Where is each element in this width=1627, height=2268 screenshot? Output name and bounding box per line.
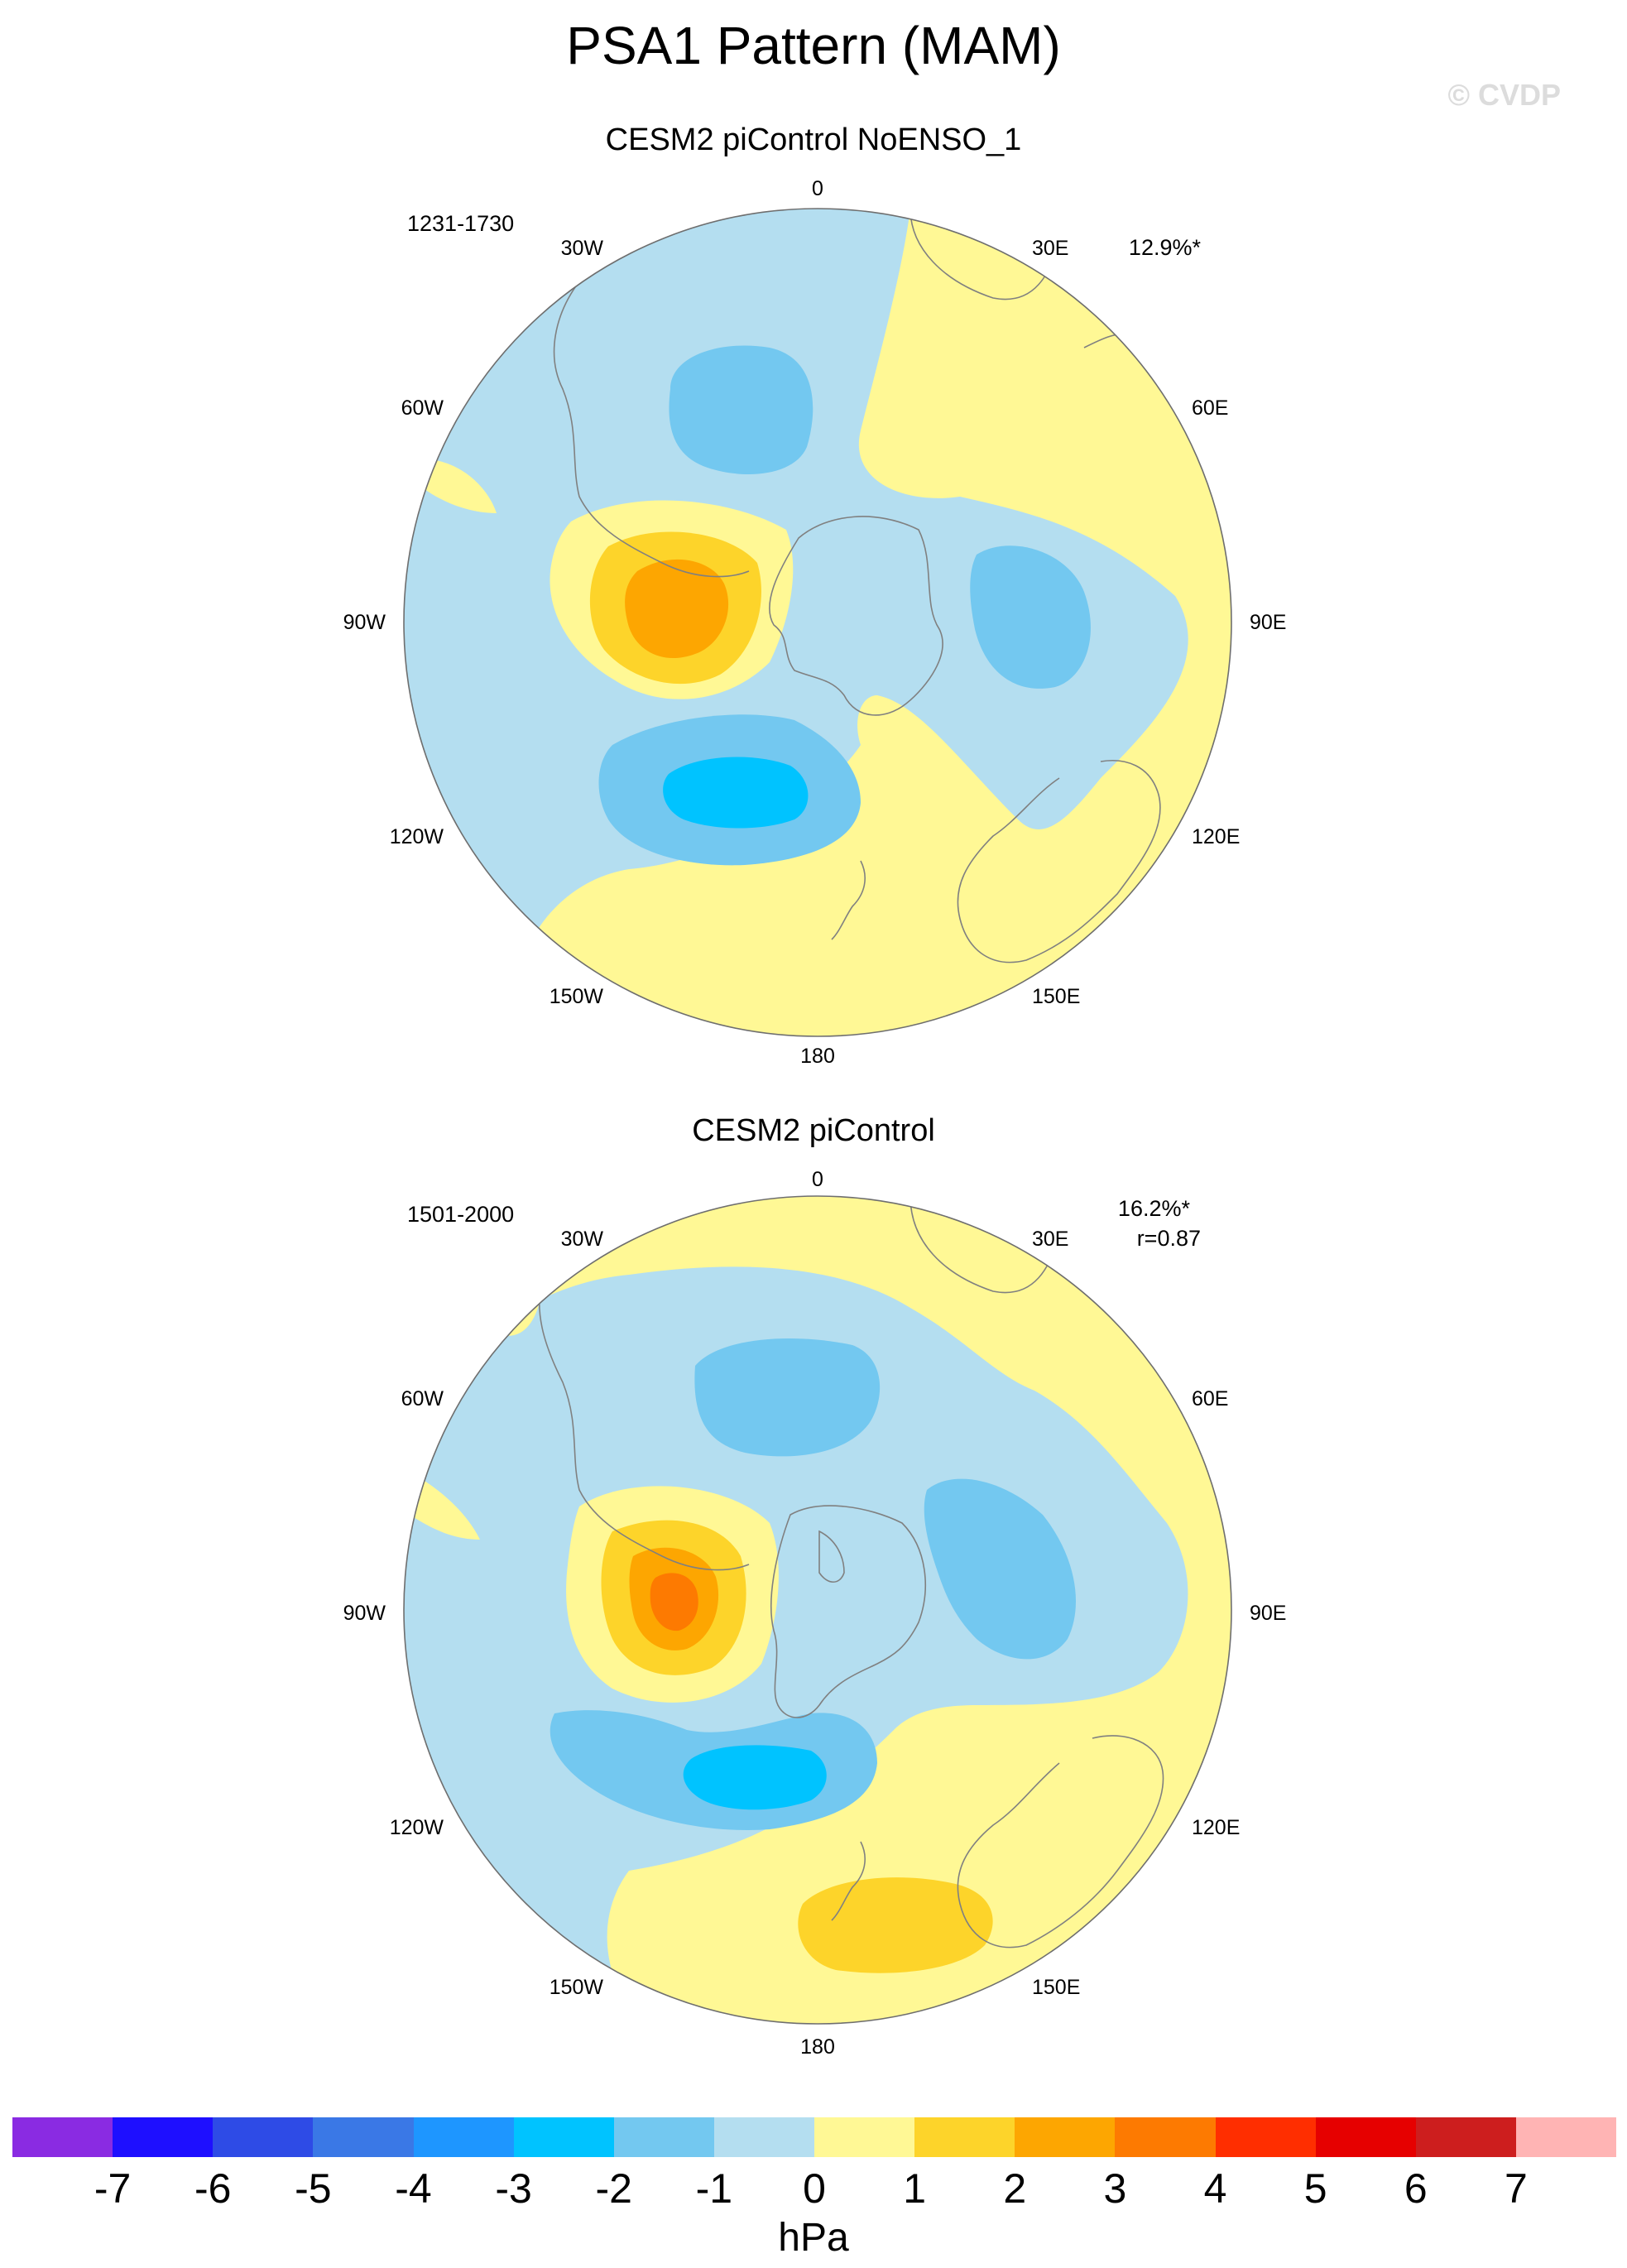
colorbar-swatch [1015,2117,1116,2157]
colorbar-swatch [1315,2117,1416,2157]
panel-2-title: CESM2 piControl [692,1113,935,1148]
colorbar-swatch [914,2117,1015,2157]
coast-antarctica [769,516,943,716]
map-1-border [403,208,1232,1037]
lon-label-150w-p2: 150W [549,1976,603,1999]
watermark: © CVDP [1447,78,1561,112]
lon-label-120e-p2: 120E [1192,1816,1241,1839]
lon-label-180: 180 [800,1045,835,1068]
colorbar-ticks: -7 -6 -5 -4 -3 -2 -1 0 1 2 3 4 5 6 7 [0,2165,1627,2214]
panel-2-pct-var: 16.2%* [1117,1196,1190,1221]
colorbar-swatch [814,2117,915,2157]
coast-ross-ice [818,1530,845,1583]
panel-1-title: CESM2 piControl NoENSO_1 [605,123,1022,157]
figure-title: PSA1 Pattern (MAM) [566,16,1061,75]
colorbar-tick-label: 2 [1003,2165,1027,2212]
lon-label-90w-p2: 90W [343,1602,386,1625]
contour-neg2-east [970,545,1091,689]
lon-label-30w-p2: 30W [560,1228,603,1251]
panel-2-years: 1501-2000 [407,1202,515,1227]
colorbar-tick-label: 7 [1504,2165,1528,2212]
lon-label-120w: 120W [389,825,444,848]
colorbar-swatch [113,2117,214,2157]
colorbar-tick-label: 0 [803,2165,826,2212]
colorbar-swatch [12,2117,113,2157]
contour-neg3-south [663,757,809,829]
colorbar-swatch [313,2117,414,2157]
colorbar-tick-label: -3 [495,2165,532,2212]
lon-label-90w: 90W [343,611,386,634]
colorbar-swatch [613,2117,714,2157]
colorbar-swatch [1515,2117,1616,2157]
coast-south-america-2 [538,1266,750,1571]
colorbar-tick-label: 3 [1103,2165,1127,2212]
colorbar-tick-label: -5 [295,2165,332,2212]
polar-map-1 [403,208,1232,1037]
lon-label-60e: 60E [1192,396,1229,420]
lon-label-150w: 150W [549,985,603,1008]
coast-new-zealand [831,860,866,940]
colorbar-tick-label: 5 [1303,2165,1327,2212]
map-2-border [403,1195,1232,2025]
colorbar-tick-label: -1 [695,2165,733,2212]
contour-pos4-west [650,1573,698,1631]
lon-label-30w: 30W [560,237,603,260]
colorbar-swatch [513,2117,614,2157]
colorbar-tick-label: -6 [194,2165,232,2212]
coast-south-america [553,281,750,578]
lon-label-90e-p2: 90E [1250,1602,1287,1625]
lon-label-120e: 120E [1192,825,1241,848]
lon-label-60w: 60W [401,396,444,420]
colorbar-tick-label: -7 [94,2165,132,2212]
contour-neg2-north [694,1338,881,1457]
lon-label-60e-p2: 60E [1192,1387,1229,1410]
panel-2: CESM2 piControl 1501-2000 16.2%* r=0.87 [343,1113,1287,2059]
lon-label-0: 0 [812,177,823,200]
coast-antarctica-2 [770,1505,926,1718]
contour-neg2-east [924,1478,1076,1660]
panel-1: CESM2 piControl NoENSO_1 1231-1730 12.9%… [0,0,1627,1076]
panel-1-years: 1231-1730 [407,211,515,236]
lon-label-30e: 30E [1032,237,1069,260]
lon-label-180-p2: 180 [800,2035,835,2059]
colorbar-swatch [213,2117,314,2157]
contour-pos-east [497,209,1231,1036]
colorbar-swatch [413,2117,514,2157]
panel-1-pct-var: 12.9%* [1128,235,1201,260]
contour-neg1-main [404,1266,1188,2020]
colorbar-tick-label: -4 [395,2165,432,2212]
colorbar-swatch [1115,2117,1216,2157]
lon-label-90e: 90E [1250,611,1287,634]
lon-label-0-p2: 0 [812,1168,823,1191]
colorbar-tick-label: 4 [1203,2165,1227,2212]
contour-neg3-south [683,1745,827,1810]
lon-label-60w-p2: 60W [401,1387,444,1410]
contour-pos-northwest [414,459,497,513]
lon-label-30e-p2: 30E [1032,1228,1069,1251]
lon-label-120w-p2: 120W [389,1816,444,1839]
panel-2-corr: r=0.87 [1136,1226,1201,1251]
lon-label-150e: 150E [1032,985,1081,1008]
colorbar-units: hPa [778,2216,849,2260]
coast-new-zealand-2 [831,1841,866,1921]
colorbar-swatch [1415,2117,1516,2157]
coast-australia-2 [957,1735,1164,1948]
contour-neg2-north [669,345,814,474]
polar-map-2 [403,1195,1232,2025]
colorbar-swatch [713,2117,814,2157]
contour-pos2-southeast [798,1877,993,1973]
coast-australia [957,760,1161,963]
colorbar-tick-label: 6 [1404,2165,1428,2212]
colorbar-tick-label: -2 [595,2165,632,2212]
colorbar-tick-label: 1 [903,2165,927,2212]
contour-pos3-west [625,559,729,659]
lon-label-150e-p2: 150E [1032,1976,1081,1999]
colorbar-swatch [1215,2117,1316,2157]
colorbar [12,2117,1616,2157]
